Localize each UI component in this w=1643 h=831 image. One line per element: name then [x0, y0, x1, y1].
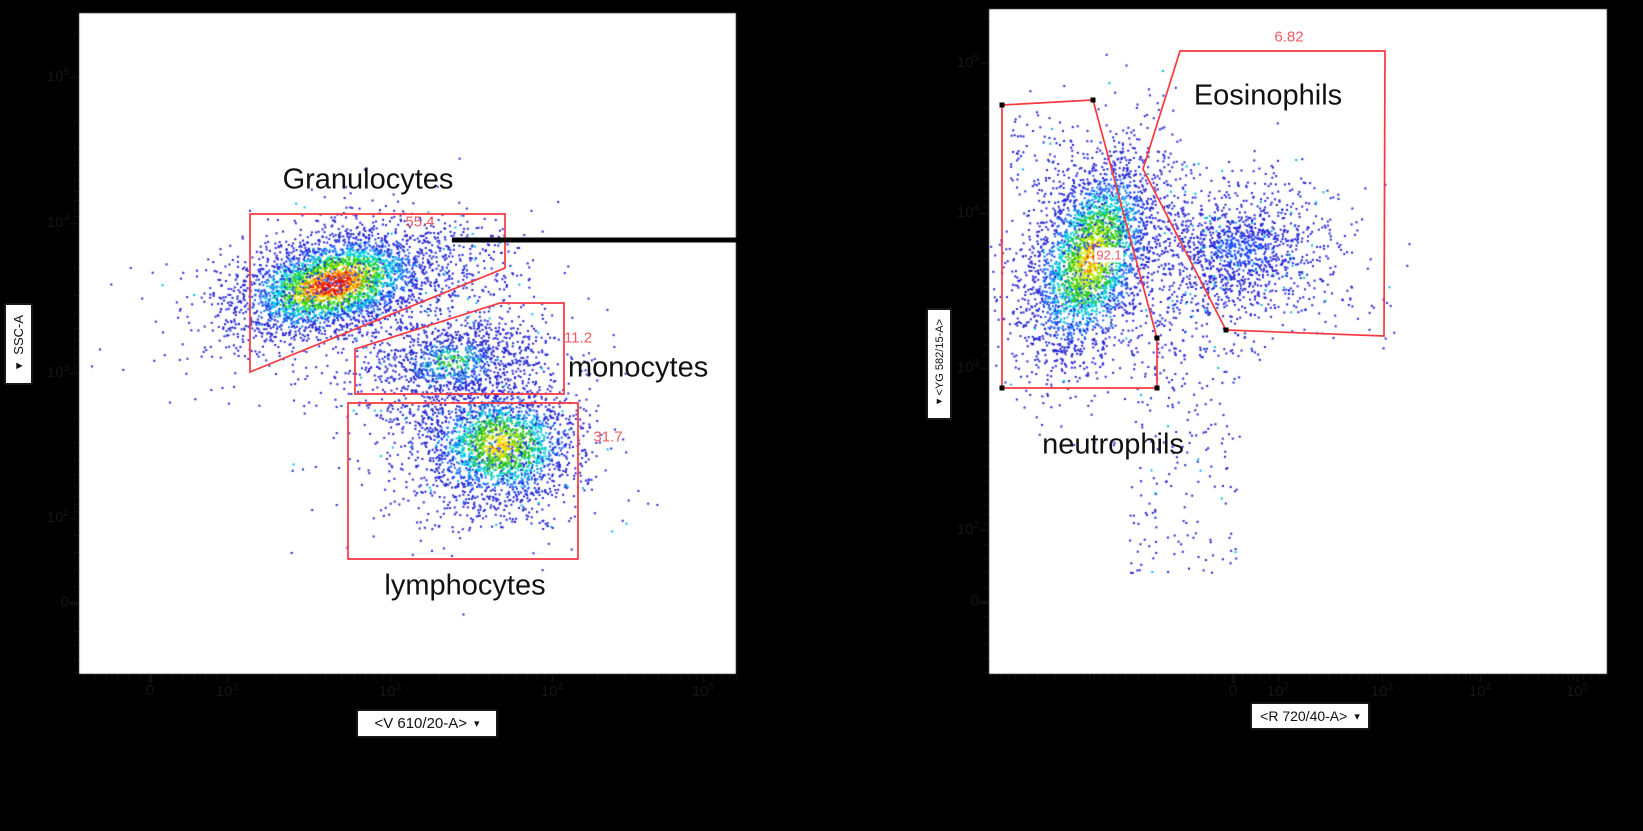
gate-monocytes[interactable] — [354, 302, 565, 395]
dropdown-caret-icon: ▾ — [1354, 710, 1360, 723]
gate-eosinophils[interactable] — [1142, 50, 1386, 337]
y-axis-parameter-dropdown--ssc-a[interactable]: ◂ SSC-A — [4, 303, 33, 385]
gate-lymphocytes[interactable] — [347, 402, 579, 560]
gate-neutrophils-handle-4[interactable] — [999, 385, 1005, 391]
gate-eosinophils-handle-0[interactable] — [1223, 327, 1229, 333]
y-axis-parameter-dropdown--yg-582-15-a-[interactable]: ◂<YG 582/15-A> — [926, 308, 952, 420]
gate-neutrophils-handle-1[interactable] — [1090, 97, 1096, 103]
x-axis-parameter-label: <R 720/40-A> — [1260, 708, 1348, 724]
x-axis-parameter-dropdown--v-610-20-a-[interactable]: <V 610/20-A> ▾ — [356, 709, 498, 738]
y-axis-parameter-label: ◂<YG 582/15-A> — [933, 319, 946, 409]
gate-neutrophils-handle-0[interactable] — [999, 102, 1005, 108]
x-axis-parameter-dropdown--r-720-40-a-[interactable]: <R 720/40-A> ▾ — [1250, 702, 1370, 730]
gate-neutrophils-handle-2[interactable] — [1154, 335, 1160, 341]
dropdown-caret-icon: ▾ — [474, 718, 480, 730]
y-axis-parameter-label: ◂ SSC-A — [11, 314, 26, 374]
gate-granulocytes[interactable] — [249, 213, 506, 374]
x-axis-parameter-label: <V 610/20-A> — [374, 715, 468, 732]
gate-neutrophils[interactable] — [1001, 99, 1158, 389]
gate-neutrophils-handle-3[interactable] — [1154, 385, 1160, 391]
